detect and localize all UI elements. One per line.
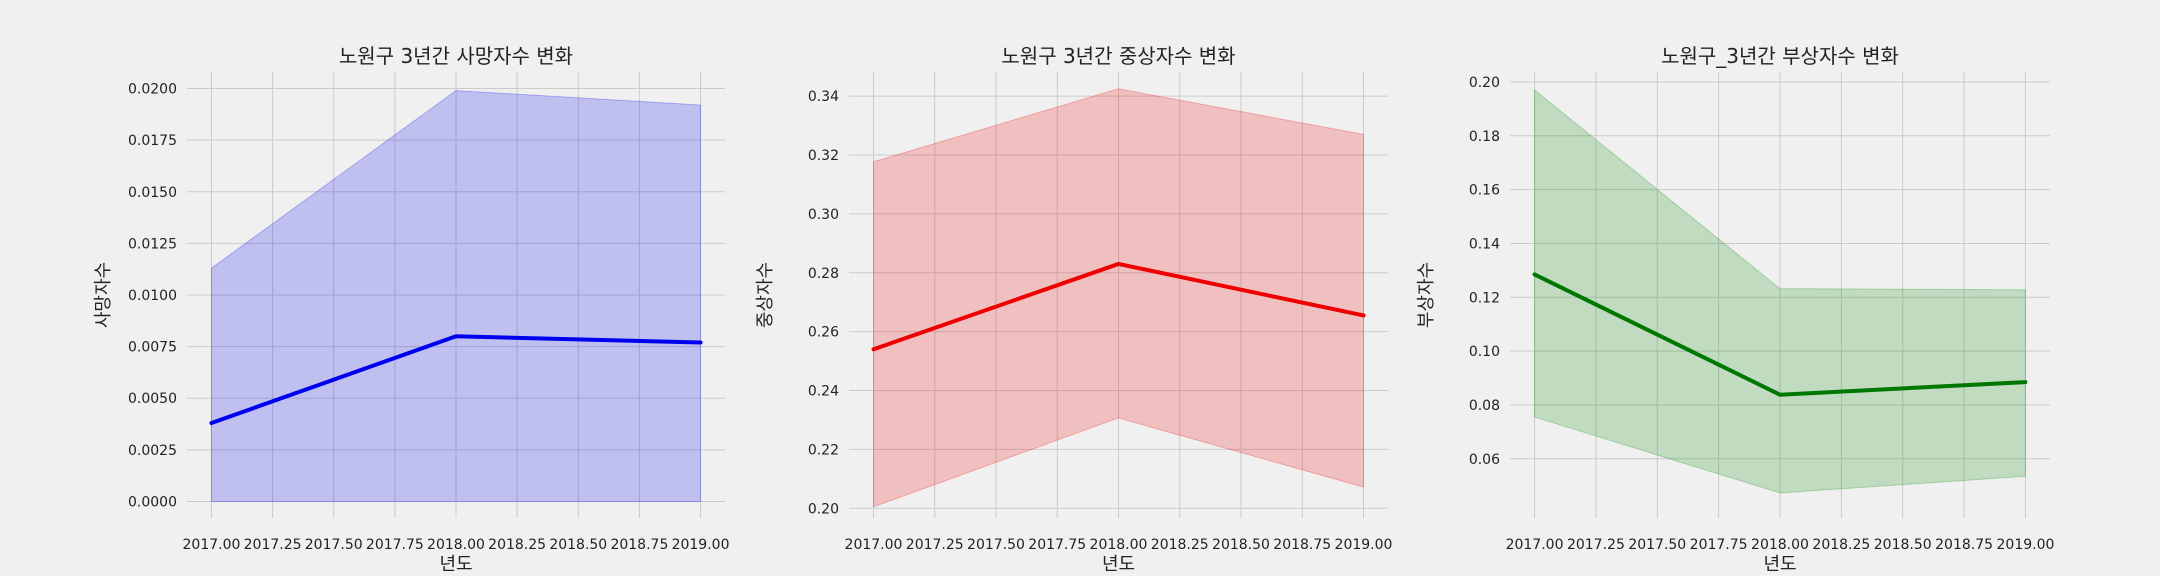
x-tick-label: 2018.75 — [610, 537, 668, 553]
x-tick-label: 2019.00 — [1997, 537, 2055, 553]
x-tick-label: 2017.25 — [244, 537, 302, 553]
x-tick-label: 2018.00 — [1751, 537, 1809, 553]
y-tick-label: 0.0100 — [128, 288, 177, 304]
y-tick-label: 0.22 — [808, 442, 839, 458]
y-tick-label: 0.0050 — [128, 391, 177, 407]
x-axis-title: 년도 — [1763, 554, 1796, 575]
x-tick-label: 2017.75 — [366, 537, 424, 553]
y-tick-label: 0.34 — [808, 89, 839, 105]
y-tick-label: 0.24 — [808, 384, 839, 400]
y-tick-label: 0.0125 — [128, 236, 177, 252]
y-tick-label: 0.20 — [1469, 75, 1500, 91]
x-tick-label: 2017.50 — [1628, 537, 1686, 553]
x-tick-label: 2017.75 — [1028, 537, 1086, 553]
x-tick-label: 2019.00 — [672, 537, 730, 553]
x-tick-label: 2017.50 — [967, 537, 1025, 553]
y-tick-label: 0.26 — [808, 325, 839, 341]
x-tick-label: 2018.50 — [1874, 537, 1932, 553]
x-tick-label: 2017.50 — [305, 537, 363, 553]
y-tick-label: 0.06 — [1469, 452, 1500, 468]
x-tick-label: 2017.00 — [183, 537, 241, 553]
y-tick-label: 0.08 — [1469, 398, 1500, 414]
x-tick-label: 2018.00 — [1090, 537, 1148, 553]
confidence-band — [1534, 88, 2026, 494]
y-tick-label: 0.30 — [808, 207, 839, 223]
confidence-band — [873, 88, 1364, 508]
y-tick-label: 0.12 — [1469, 290, 1500, 306]
x-tick-label: 2018.00 — [427, 537, 485, 553]
x-tick-label: 2017.75 — [1690, 537, 1748, 553]
confidence-band — [210, 90, 702, 502]
x-tick-label: 2017.25 — [1567, 537, 1625, 553]
chart-title: 노원구 3년간 사망자수 변화 — [339, 44, 573, 68]
x-tick-label: 2018.50 — [1212, 537, 1270, 553]
x-tick-label: 2018.25 — [488, 537, 546, 553]
x-axis-title: 년도 — [1102, 554, 1135, 575]
y-axis-title: 사망자수 — [93, 262, 114, 328]
y-tick-label: 0.20 — [808, 501, 839, 517]
y-tick-label: 0.28 — [808, 266, 839, 282]
y-tick-label: 0.0200 — [128, 82, 177, 98]
chart-title: 노원구 3년간 중상자수 변화 — [1001, 44, 1235, 68]
x-axis-title: 년도 — [439, 554, 472, 575]
y-tick-label: 0.32 — [808, 148, 839, 164]
x-tick-label: 2017.25 — [906, 537, 964, 553]
x-tick-label: 2017.00 — [845, 537, 903, 553]
y-tick-label: 0.18 — [1469, 129, 1500, 145]
chart-panel-1: 2017.00 2017.25 2017.50 2017.75 2018.00 2018.… — [755, 44, 1392, 575]
y-tick-label: 0.16 — [1469, 183, 1500, 199]
x-tick-label: 2019.00 — [1335, 537, 1393, 553]
x-tick-label: 2018.25 — [1151, 537, 1209, 553]
y-axis-title: 중상자수 — [755, 262, 776, 328]
x-tick-label: 2018.25 — [1812, 537, 1870, 553]
y-axis-title: 부상자수 — [1416, 262, 1437, 328]
x-tick-label: 2017.00 — [1506, 537, 1564, 553]
chart-panel-2: 2017.00 2017.25 2017.50 2017.75 2018.00 2018.… — [1416, 44, 2054, 575]
chart-panel-0: 2017.00 2017.25 2017.50 2017.75 2018.00 2018.… — [93, 44, 729, 575]
y-tick-label: 0.10 — [1469, 344, 1500, 360]
x-tick-label: 2018.75 — [1935, 537, 1993, 553]
y-tick-label: 0.14 — [1469, 236, 1500, 252]
y-tick-label: 0.0150 — [128, 185, 177, 201]
x-tick-label: 2018.75 — [1273, 537, 1331, 553]
y-tick-label: 0.0025 — [128, 443, 177, 459]
y-tick-label: 0.0175 — [128, 133, 177, 149]
y-tick-label: 0.0075 — [128, 340, 177, 356]
chart-title: 노원구_3년간 부상자수 변화 — [1661, 44, 1899, 68]
y-tick-label: 0.0000 — [128, 494, 177, 510]
x-tick-label: 2018.50 — [549, 537, 607, 553]
